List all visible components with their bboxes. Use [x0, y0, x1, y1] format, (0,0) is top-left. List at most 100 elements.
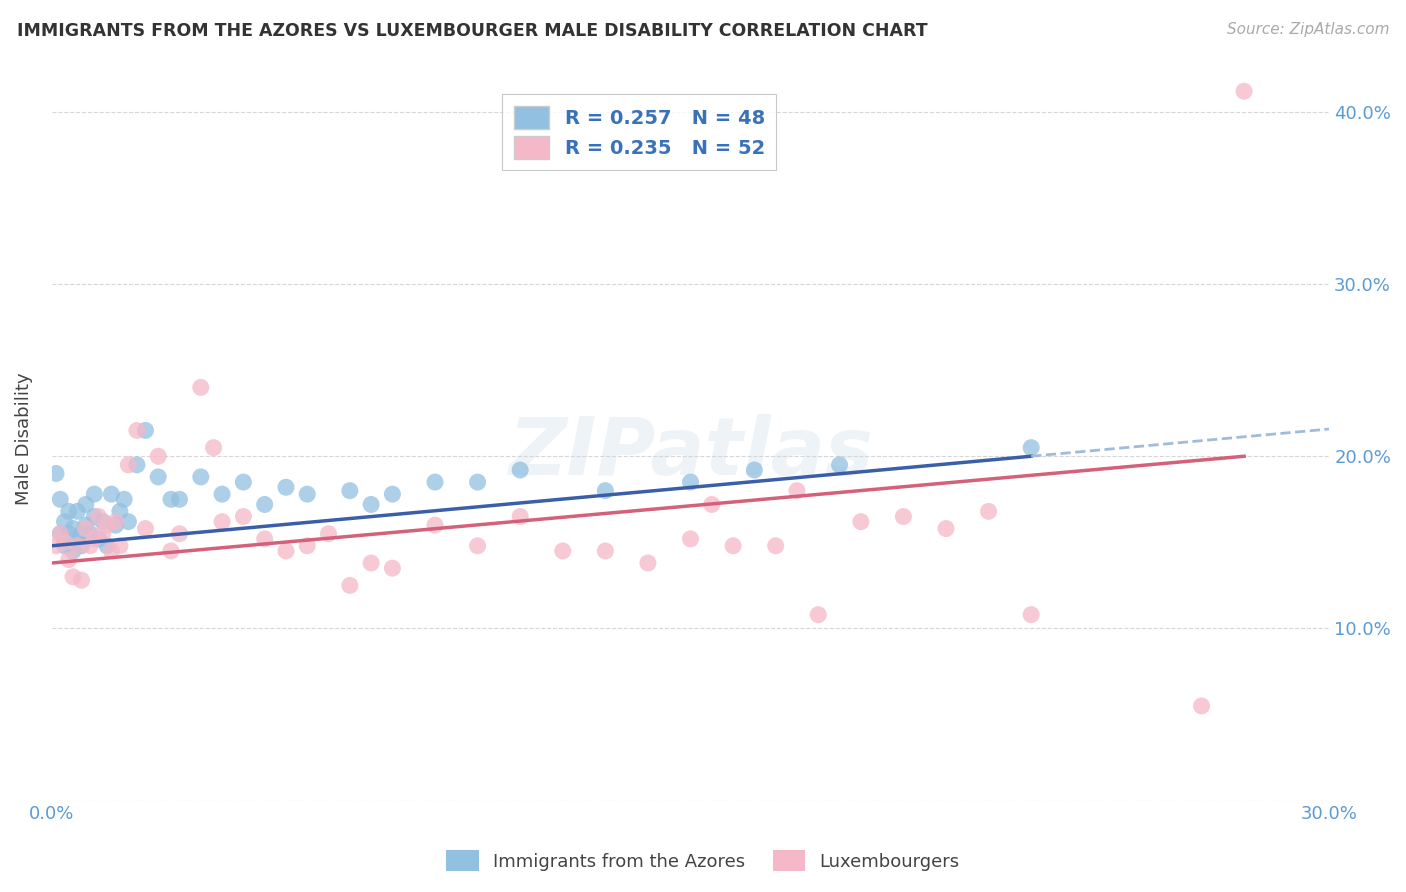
- Point: [977, 504, 1000, 518]
- Point: [467, 475, 489, 489]
- Point: [211, 515, 233, 529]
- Point: [1019, 441, 1042, 455]
- Point: [467, 539, 489, 553]
- Point: [125, 424, 148, 438]
- Point: [83, 487, 105, 501]
- Point: [274, 544, 297, 558]
- Point: [679, 475, 702, 489]
- Point: [297, 539, 319, 553]
- Point: [423, 475, 446, 489]
- Point: [70, 526, 93, 541]
- Point: [96, 539, 118, 553]
- Legend: Immigrants from the Azores, Luxembourgers: Immigrants from the Azores, Luxembourger…: [439, 843, 967, 879]
- Point: [551, 544, 574, 558]
- Point: [360, 498, 382, 512]
- Point: [75, 518, 97, 533]
- Point: [87, 509, 110, 524]
- Point: [87, 532, 110, 546]
- Point: [58, 504, 80, 518]
- Point: [100, 544, 122, 558]
- Point: [66, 535, 89, 549]
- Point: [595, 483, 617, 498]
- Point: [786, 483, 808, 498]
- Point: [253, 498, 276, 512]
- Text: IMMIGRANTS FROM THE AZORES VS LUXEMBOURGER MALE DISABILITY CORRELATION CHART: IMMIGRANTS FROM THE AZORES VS LUXEMBOURG…: [17, 22, 928, 40]
- Point: [318, 526, 340, 541]
- Point: [75, 498, 97, 512]
- Point: [83, 532, 105, 546]
- Point: [49, 492, 72, 507]
- Point: [148, 449, 170, 463]
- Point: [58, 552, 80, 566]
- Point: [360, 556, 382, 570]
- Point: [595, 544, 617, 558]
- Point: [134, 522, 156, 536]
- Point: [849, 515, 872, 529]
- Point: [83, 509, 105, 524]
- Point: [381, 561, 404, 575]
- Point: [53, 539, 76, 553]
- Point: [117, 458, 139, 472]
- Point: [79, 526, 101, 541]
- Text: ZIPatlas: ZIPatlas: [508, 415, 873, 492]
- Point: [509, 463, 531, 477]
- Point: [62, 570, 84, 584]
- Point: [1191, 698, 1213, 713]
- Point: [49, 526, 72, 541]
- Text: Source: ZipAtlas.com: Source: ZipAtlas.com: [1226, 22, 1389, 37]
- Point: [253, 532, 276, 546]
- Point: [160, 492, 183, 507]
- Point: [828, 458, 851, 472]
- Point: [62, 544, 84, 558]
- Point: [721, 539, 744, 553]
- Point: [297, 487, 319, 501]
- Point: [108, 504, 131, 518]
- Point: [125, 458, 148, 472]
- Point: [1019, 607, 1042, 622]
- Point: [100, 487, 122, 501]
- Point: [134, 424, 156, 438]
- Point: [112, 492, 135, 507]
- Point: [190, 380, 212, 394]
- Point: [202, 441, 225, 455]
- Point: [807, 607, 830, 622]
- Point: [893, 509, 915, 524]
- Y-axis label: Male Disability: Male Disability: [15, 373, 32, 506]
- Point: [765, 539, 787, 553]
- Point: [117, 515, 139, 529]
- Point: [232, 509, 254, 524]
- Point: [75, 522, 97, 536]
- Point: [935, 522, 957, 536]
- Point: [96, 518, 118, 533]
- Point: [45, 539, 67, 553]
- Point: [169, 492, 191, 507]
- Point: [45, 467, 67, 481]
- Point: [160, 544, 183, 558]
- Legend: R = 0.257   N = 48, R = 0.235   N = 52: R = 0.257 N = 48, R = 0.235 N = 52: [502, 95, 776, 170]
- Point: [232, 475, 254, 489]
- Point: [49, 526, 72, 541]
- Point: [169, 526, 191, 541]
- Point: [108, 539, 131, 553]
- Point: [381, 487, 404, 501]
- Point: [339, 578, 361, 592]
- Point: [1233, 84, 1256, 98]
- Point: [148, 470, 170, 484]
- Point: [423, 518, 446, 533]
- Point: [58, 526, 80, 541]
- Point: [70, 573, 93, 587]
- Point: [637, 556, 659, 570]
- Point: [66, 539, 89, 553]
- Point: [339, 483, 361, 498]
- Point: [190, 470, 212, 484]
- Point: [53, 515, 76, 529]
- Point: [744, 463, 766, 477]
- Point: [700, 498, 723, 512]
- Point: [91, 526, 114, 541]
- Point: [62, 522, 84, 536]
- Point: [70, 539, 93, 553]
- Point: [91, 515, 114, 529]
- Point: [679, 532, 702, 546]
- Point: [104, 515, 127, 529]
- Point: [509, 509, 531, 524]
